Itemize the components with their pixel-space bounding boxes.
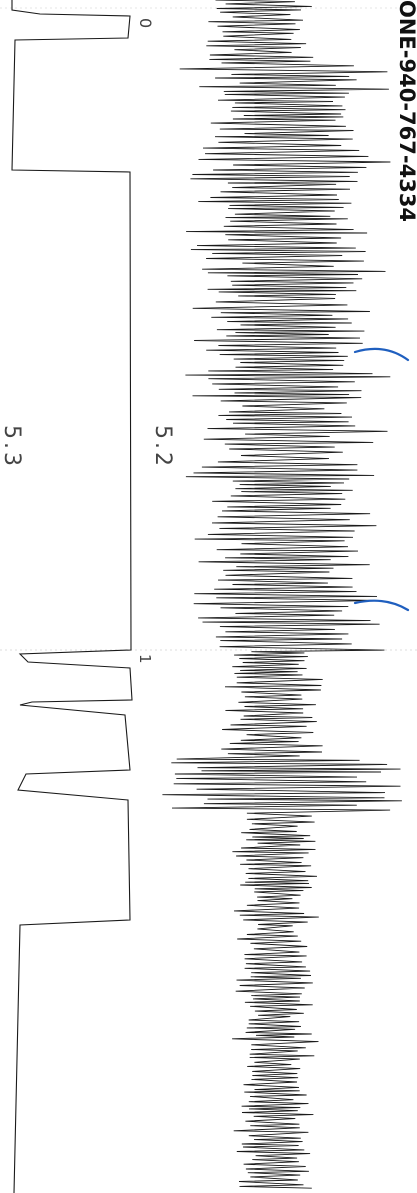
marker-right: 1 — [136, 654, 154, 664]
section-label-lower: 5.3 — [0, 425, 24, 469]
main-channel-trace — [162, 0, 402, 1189]
marker-left: 0 — [136, 18, 155, 28]
section-label-upper: 5.2 — [150, 425, 175, 469]
annotation-mark — [353, 347, 410, 362]
header-phone-text: ONE-940-767-4334 — [395, 0, 417, 222]
annotation-mark — [353, 599, 410, 612]
lower-channel-trace — [11, 0, 133, 1193]
